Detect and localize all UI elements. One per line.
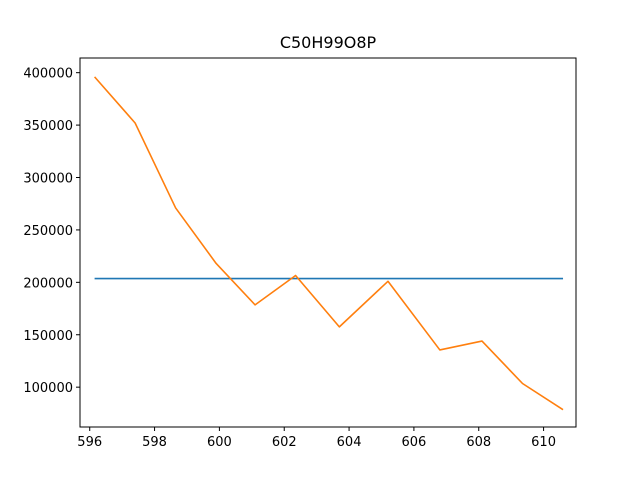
y-tick-label: 150000 [23, 329, 73, 344]
series-line-2 [93, 76, 564, 411]
plot-frame [79, 57, 577, 428]
x-tick-label: 598 [142, 435, 167, 450]
series-layer [93, 76, 564, 411]
y-tick-label: 250000 [23, 224, 73, 239]
x-tick-label: 602 [272, 435, 297, 450]
x-tick-label: 610 [531, 435, 556, 450]
x-axis: 596 598 600 602 604 606 608 610 [77, 427, 556, 450]
y-tick-label: 300000 [23, 172, 73, 187]
x-tick-label: 596 [77, 435, 102, 450]
x-tick-label: 604 [337, 435, 362, 450]
y-tick-label: 200000 [23, 276, 73, 291]
y-tick-label: 350000 [23, 119, 73, 134]
chart-title: C50H99O8P [280, 33, 377, 52]
y-tick-label: 100000 [23, 381, 73, 396]
y-axis: 100000 150000 200000 250000 300000 350000 4000… [23, 67, 80, 396]
x-tick-label: 600 [207, 435, 232, 450]
x-tick-label: 606 [401, 435, 426, 450]
x-tick-label: 608 [466, 435, 491, 450]
y-tick-label: 400000 [23, 67, 73, 82]
